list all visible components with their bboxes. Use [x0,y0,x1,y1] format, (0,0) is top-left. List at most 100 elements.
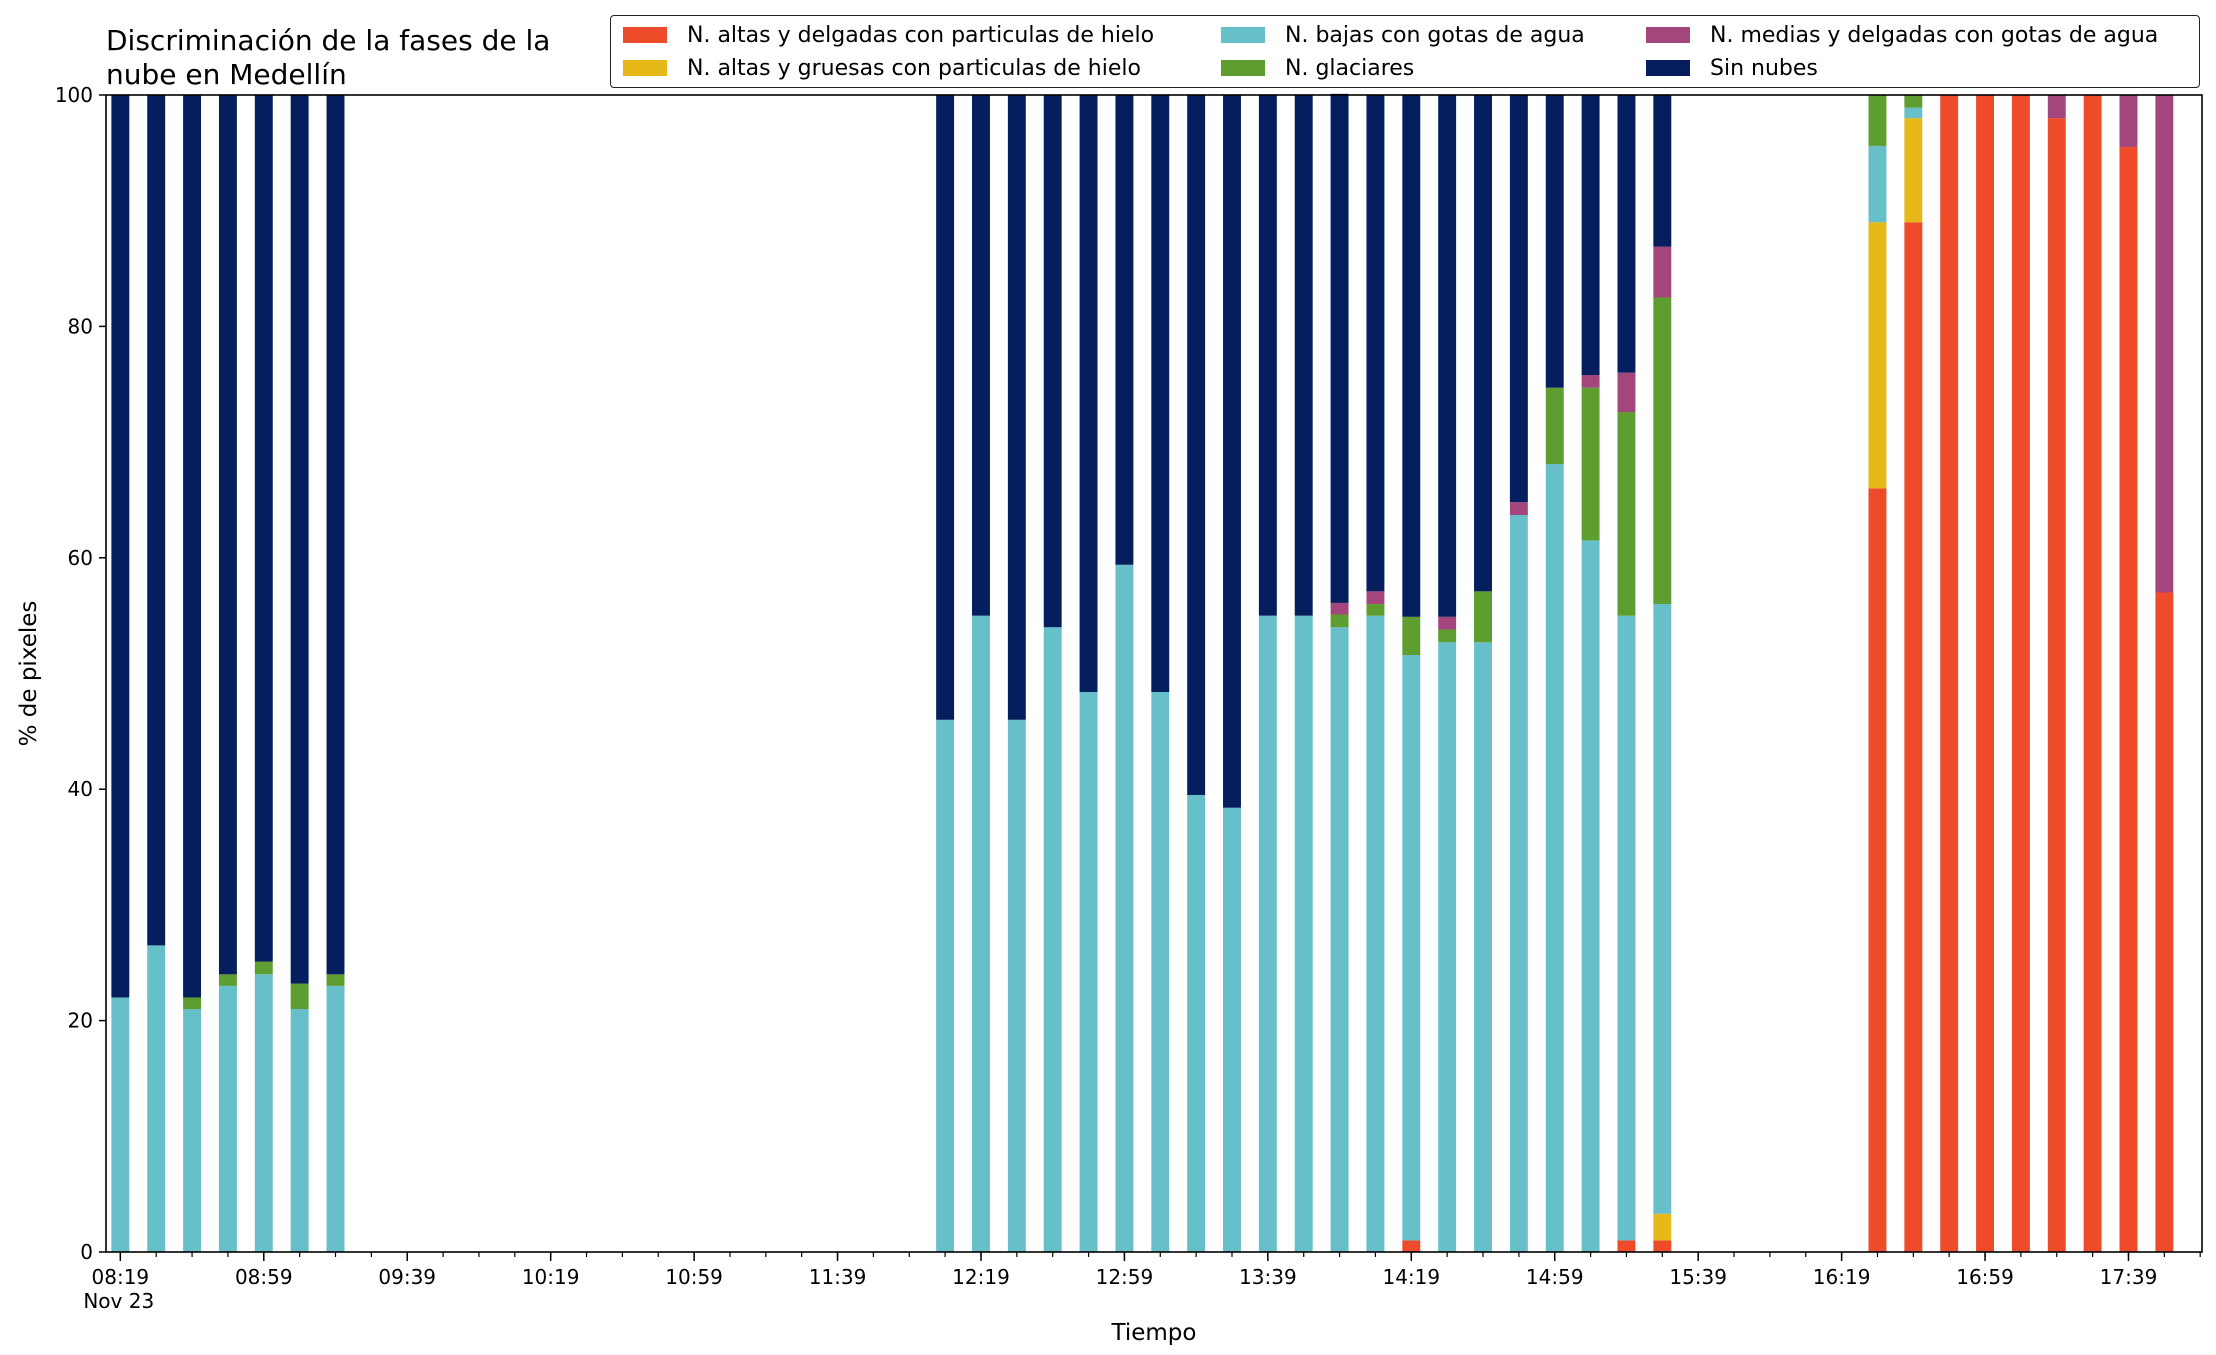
bar-segment [1330,602,1349,615]
bar-segment [1868,145,1887,223]
bar-segment [1151,692,1170,1252]
bar-segment [1402,616,1421,655]
legend-item: N. glaciares [1221,51,1414,85]
bar-segment [290,983,309,1010]
x-tick-label: 11:39 [809,1265,867,1289]
bar-segment [1438,95,1457,617]
bar-segment [2119,147,2138,1252]
legend-label: Sin nubes [1710,55,1818,81]
legend-swatch [623,27,667,43]
bar-segment [1187,794,1206,1252]
legend-swatch [1646,60,1690,76]
bar-segment [1617,615,1636,1241]
bar-segment [1258,615,1277,1252]
y-tick-label: 20 [68,1009,93,1033]
bar-segment [1115,95,1134,565]
bar-segment [1330,93,1349,603]
bar-segment [1294,615,1313,1252]
bar-segment [183,95,202,998]
bar-segment [2047,118,2066,1252]
bar-segment [1438,642,1457,1252]
y-tick-label: 80 [68,314,93,338]
bar-segment [1581,95,1600,375]
bar-segment [1868,222,1887,489]
bar-segment [1904,222,1923,1252]
bar-segment [111,997,130,1252]
bar-segment [147,95,166,946]
bar-segment [1545,95,1564,388]
bar-segment [972,615,990,1252]
bar-segment [290,95,309,984]
bar-segment [1509,502,1528,515]
bar-segment [111,95,130,998]
y-tick-label: 0 [80,1240,93,1264]
bar-segment [1545,464,1564,1253]
bar-segment [1653,95,1672,247]
x-tick-label: 14:59 [1526,1265,1584,1289]
bar-segment [254,974,273,1252]
legend-item: Sin nubes [1646,51,1818,85]
bar-segment [1904,107,1923,119]
bar-segment [1438,616,1457,630]
bar-segment [2011,95,2030,1252]
legend-item: N. bajas con gotas de agua [1221,18,1585,52]
x-tick-label: 16:19 [1813,1265,1871,1289]
bar-segment [2083,95,2102,1252]
bar-segment [1653,297,1672,605]
bar-segment [1474,591,1492,643]
x-tick-label: 13:39 [1239,1265,1297,1289]
bar-segment [1366,615,1385,1252]
bar-segment [1223,807,1241,1252]
bars-layer [111,93,2174,1253]
bar-segment [1653,246,1672,298]
chart-title: Discriminación de la fases de la nube en… [106,24,551,91]
bar-segment [972,95,990,616]
bar-segment [1079,692,1098,1252]
labels-layer: 0 20 40 60 80 100 08:19 08:59 09:39 10:19 10:59 11:… [16,83,2157,1346]
bar-segment [1509,514,1528,1252]
legend-item: N. altas y gruesas con particulas de hie… [623,51,1141,85]
x-tick-label: 16:59 [1956,1265,2014,1289]
bar-segment [2119,95,2138,148]
legend-swatch [1221,27,1265,43]
x-tick-label: 08:19 [92,1265,150,1289]
legend-item: N. altas y delgadas con particulas de hi… [623,18,1154,52]
legend-item: N. medias y delgadas con gotas de agua [1646,18,2158,52]
bar-segment [326,985,345,1252]
y-tick-label: 100 [55,83,93,107]
bar-segment [1294,95,1313,616]
bar-segment [2047,95,2066,119]
legend-swatch [1646,27,1690,43]
bar-segment [1330,627,1349,1252]
bar-segment [183,997,202,1010]
bar-segment [1402,95,1421,617]
bar-segment [936,719,955,1252]
bar-segment [1079,95,1098,693]
x-tick-label: 10:19 [522,1265,580,1289]
plot-frame [105,94,2203,1253]
bar-segment [290,1009,309,1252]
bar-segment [1976,95,1995,1252]
bar-segment [1545,387,1564,465]
legend-label: N. glaciares [1285,55,1415,81]
bar-segment [326,95,345,975]
bar-segment [218,95,237,975]
bar-segment [1474,642,1492,1252]
bar-segment [1223,95,1241,808]
bar-segment [2155,95,2174,593]
legend-swatch [623,60,667,76]
bar-segment [1868,95,1887,146]
x-tick-label: 08:59 [235,1265,293,1289]
bar-segment [254,961,273,975]
y-axis-label: % de pixeles [16,601,42,747]
bar-segment [1438,629,1457,643]
bar-segment [254,95,273,962]
bar-segment [1617,412,1636,616]
legend-label: N. altas y delgadas con particulas de hi… [687,22,1155,48]
bar-segment [1653,1213,1672,1241]
bar-segment [936,95,955,720]
bar-segment [1474,95,1492,592]
bar-segment [1043,95,1062,628]
bar-segment [1043,627,1062,1252]
x-tick-label: 12:59 [1096,1265,1154,1289]
